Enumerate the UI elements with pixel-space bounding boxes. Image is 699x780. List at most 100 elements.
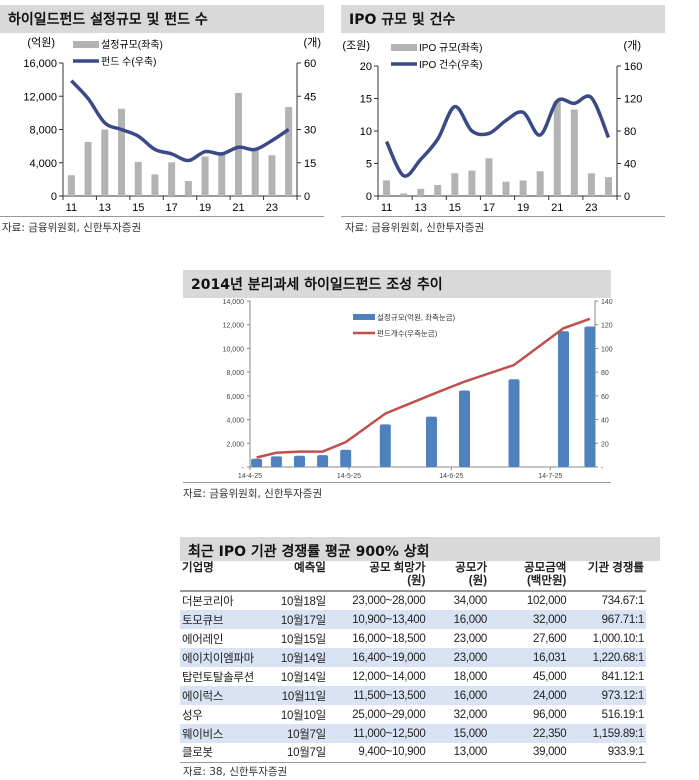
table-cell: 18,000	[453, 670, 488, 683]
table-row: 탑런토탈솔루션 10월14일 12,000~14,000 18,000 45,000 84…	[180, 667, 646, 686]
bar	[459, 390, 470, 467]
table-cell: 841.12:1	[601, 670, 645, 683]
bar	[434, 184, 442, 196]
chart2-title: IPO 규모 및 건수	[341, 5, 665, 33]
table-cell: 516.19:1	[601, 708, 645, 721]
table-cell: 102,000	[526, 595, 567, 607]
table-cell: 96,000	[533, 708, 567, 721]
x-tick-label: 14-5-25	[337, 473, 361, 480]
bar	[519, 180, 527, 196]
left-tick-label: -	[242, 465, 245, 472]
table-cell: 15,000	[427, 724, 490, 743]
bar	[570, 109, 578, 196]
x-tick-label: 23	[266, 202, 278, 214]
bar	[587, 173, 595, 196]
table-cell: 32,000	[453, 708, 488, 721]
right-tick-label: 120	[624, 94, 642, 106]
right-unit-label: (개)	[304, 36, 321, 49]
left-tick-label: 0	[51, 191, 57, 203]
legend-swatch-bar	[73, 41, 99, 48]
left-tick-label: 0	[366, 191, 372, 203]
column-header: 예측일	[264, 561, 328, 592]
right-tick-label: 0	[624, 191, 630, 203]
table-cell: 27,600	[533, 632, 567, 645]
table-cell: 10월11일	[264, 686, 328, 705]
chart1-source: 자료: 금융위원회, 신한투자증권	[2, 222, 142, 234]
left-tick-label: 14,000	[223, 299, 245, 306]
table-cell: 16,000	[427, 610, 490, 629]
x-tick-label: 17	[483, 202, 495, 214]
table-cell: 32,000	[489, 610, 569, 629]
right-tick-label: 40	[624, 159, 636, 171]
table-cell: 1,000.10:1	[592, 632, 645, 645]
column-header: 기업명	[180, 561, 265, 592]
left-tick-label: 4,000	[29, 158, 57, 170]
table-cell: 39,000	[489, 743, 569, 763]
table-cell: 16,000	[427, 686, 490, 705]
table-cell: 11,000~12,500	[327, 724, 428, 743]
bar	[508, 379, 520, 467]
table-row: 웨이비스 10월7일 11,000~12,500 15,000 22,350 1,159.…	[180, 724, 646, 743]
bar	[151, 174, 159, 196]
column-header: 공모금액 (백만원)	[489, 561, 569, 592]
table-cell: 에이럭스	[180, 686, 265, 705]
table-cell: 10월7일	[264, 743, 328, 763]
x-tick-label: 14-4-25	[238, 473, 262, 480]
bar	[201, 156, 209, 196]
table-row: 에어레인 10월15일 16,000~18,500 23,000 27,600 1,000…	[180, 629, 646, 648]
left-tick-label: 12,000	[223, 323, 245, 330]
table-cell: 11,500~13,500	[327, 686, 428, 705]
table-cell: 23,000	[453, 632, 488, 645]
x-tick-label: 11	[381, 202, 392, 214]
right-tick-label: 60	[304, 58, 316, 70]
ipo-table: 기업명 예측일 공모 희망가 (원) 공모가 (원) 공모금액 (백만원) 기관 경쟁률 더본코…	[180, 561, 646, 763]
bar	[218, 151, 226, 196]
legend-label: 펀드 수(우축)	[101, 56, 156, 68]
table-cell: 에어레인	[182, 633, 224, 646]
legend-label: IPO 규모(좌축)	[419, 42, 482, 54]
x-tick-label: 13	[99, 202, 111, 214]
table-cell: 탑런토탈솔루션	[182, 671, 254, 684]
x-tick-label: 21	[551, 202, 563, 214]
left-unit-label: (조원)	[342, 39, 370, 52]
table-cell: 973.12:1	[568, 686, 646, 705]
right-tick-label: 45	[304, 91, 316, 103]
x-tick-label: 15	[132, 202, 144, 214]
right-tick-label: 80	[601, 370, 609, 377]
table-cell: 더본코리아	[182, 596, 234, 608]
table-cell: 10월14일	[280, 671, 326, 684]
column-header: 공모가 (원)	[427, 561, 490, 592]
table-row: 에이럭스 10월11일 11,500~13,500 16,000 24,000 973.1…	[180, 686, 646, 705]
bar	[553, 101, 561, 196]
bar	[468, 170, 476, 196]
x-tick-label: 21	[232, 202, 244, 214]
bar	[101, 129, 109, 196]
bar	[400, 193, 408, 196]
table-cell: 1,159.89:1	[568, 724, 646, 743]
right-tick-label: 160	[624, 61, 642, 73]
bar	[251, 458, 263, 467]
column-header: 기관 경쟁률	[568, 561, 646, 592]
left-tick-label: 10	[360, 126, 372, 138]
right-tick-label: 80	[624, 126, 636, 138]
right-tick-label: 40	[601, 418, 609, 425]
x-tick-label: 17	[166, 202, 178, 214]
bar	[604, 177, 612, 196]
chart1-divider	[0, 216, 324, 217]
left-tick-label: 5	[366, 159, 372, 171]
table-cell: 16,000~18,500	[352, 632, 426, 645]
x-tick-label: 11	[66, 202, 77, 214]
left-tick-label: 20	[360, 61, 372, 73]
table-row: 더본코리아 10월18일 23,000~28,000 34,000 102,000 734…	[180, 591, 646, 610]
right-tick-label: 20	[601, 441, 609, 448]
table-cell: 23,000	[427, 648, 490, 667]
table-cell: 23,000~28,000	[352, 595, 426, 607]
table-cell: 1,220.68:1	[568, 648, 646, 667]
x-tick-label: 19	[199, 202, 211, 214]
bar	[417, 188, 425, 196]
right-tick-label: 60	[601, 394, 609, 401]
x-tick-label: 19	[517, 202, 529, 214]
chart3-source: 자료: 금융위원회, 신한투자증권	[183, 488, 323, 500]
column-header: 공모 희망가 (원)	[327, 561, 428, 592]
bar	[235, 92, 242, 196]
